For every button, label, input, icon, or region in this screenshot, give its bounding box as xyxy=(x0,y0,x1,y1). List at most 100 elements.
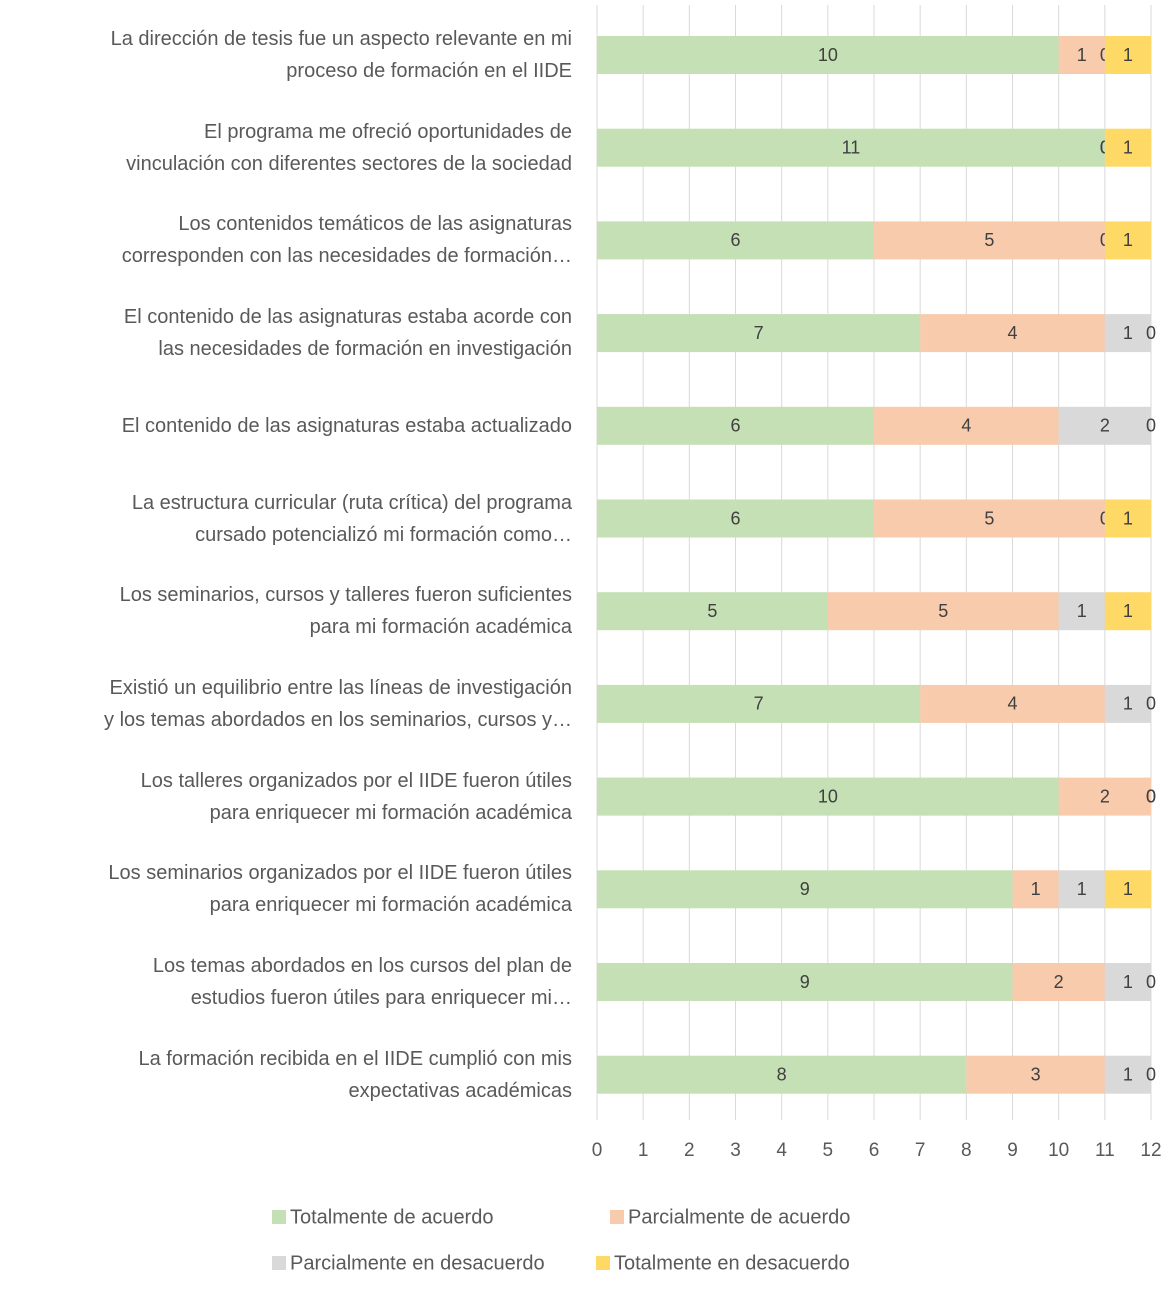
bar-segment xyxy=(1058,406,1151,445)
data-label: 7 xyxy=(754,323,764,343)
x-tick-label: 5 xyxy=(823,1140,834,1161)
bar-segment xyxy=(1104,36,1151,74)
bar-segment xyxy=(597,406,874,445)
bar-segment xyxy=(1012,870,1059,909)
data-label: 9 xyxy=(800,879,810,899)
data-label: 0 xyxy=(1146,694,1156,714)
data-label: 6 xyxy=(730,230,740,250)
category-label: Los contenidos temáticos de las asignatu… xyxy=(121,213,572,268)
bar-segment xyxy=(597,221,874,260)
legend-swatch xyxy=(596,1256,610,1270)
category-label: Los seminarios organizados por el IIDE f… xyxy=(108,862,572,917)
legend-swatch xyxy=(272,1210,286,1224)
category-label: El contenido de las asignaturas estaba a… xyxy=(123,306,572,361)
data-label: 1 xyxy=(1123,972,1133,992)
data-label: 5 xyxy=(938,601,948,621)
category-label: La formación recibida en el IIDE cumplió… xyxy=(138,1047,572,1102)
bar-segment xyxy=(1058,870,1105,909)
data-label: 9 xyxy=(800,972,810,992)
legend-label: Totalmente de acuerdo xyxy=(290,1206,493,1228)
data-label: 4 xyxy=(1007,323,1017,343)
x-tick-label: 8 xyxy=(961,1140,972,1161)
x-tick-label: 10 xyxy=(1048,1140,1069,1161)
bar-segment xyxy=(1104,592,1151,631)
legend-label: Parcialmente en desacuerdo xyxy=(290,1252,545,1274)
bar-segment xyxy=(920,684,1105,723)
data-label: 0 xyxy=(1146,323,1156,343)
data-label: 1 xyxy=(1123,601,1133,621)
data-label: 1 xyxy=(1031,879,1041,899)
bar-segment xyxy=(597,314,921,353)
bar-segment xyxy=(1104,963,1151,1001)
bar-segment xyxy=(1104,1055,1151,1094)
data-label: 1 xyxy=(1123,230,1133,250)
data-label: 7 xyxy=(754,694,764,714)
bar-segment xyxy=(597,1055,967,1094)
bar-segment xyxy=(597,777,1059,816)
data-label: 11 xyxy=(842,137,861,157)
data-label: 1 xyxy=(1123,45,1133,65)
data-label: 0 xyxy=(1146,786,1156,806)
data-label: 2 xyxy=(1100,416,1110,436)
x-tick-label: 11 xyxy=(1095,1140,1115,1161)
data-label: 0 xyxy=(1146,416,1156,436)
data-label: 5 xyxy=(984,508,994,528)
bar-segment xyxy=(1058,36,1105,74)
x-tick-label: 2 xyxy=(684,1140,695,1161)
data-label: 2 xyxy=(1054,972,1064,992)
category-label: Existió un equilibrio entre las líneas d… xyxy=(104,676,572,731)
bar-segment xyxy=(597,592,828,631)
x-tick-label: 7 xyxy=(915,1140,926,1161)
data-label: 4 xyxy=(961,416,971,436)
data-label: 1 xyxy=(1123,137,1133,157)
legend-label: Parcialmente de acuerdo xyxy=(628,1206,850,1228)
bar-segment xyxy=(874,406,1059,445)
bar-segment xyxy=(1012,963,1105,1001)
x-tick-label: 3 xyxy=(730,1140,741,1161)
bar-segment xyxy=(1104,499,1151,538)
bar-segment xyxy=(597,499,874,538)
data-label: 1 xyxy=(1077,45,1087,65)
bar-segment xyxy=(597,870,1013,909)
legend-swatch xyxy=(610,1210,624,1224)
category-label: La estructura curricular (ruta crítica) … xyxy=(131,491,572,546)
data-label: 4 xyxy=(1007,694,1017,714)
legend-label: Totalmente en desacuerdo xyxy=(614,1252,850,1274)
x-tick-label: 4 xyxy=(776,1140,787,1161)
data-label: 1 xyxy=(1123,323,1133,343)
data-label: 5 xyxy=(984,230,994,250)
bar-segment xyxy=(874,499,1105,538)
data-label: 1 xyxy=(1123,879,1133,899)
bar-segment xyxy=(597,963,1013,1001)
bar-segment xyxy=(1104,221,1151,260)
category-label: La dirección de tesis fue un aspecto rel… xyxy=(110,28,572,82)
category-label: Los talleres organizados por el IIDE fue… xyxy=(140,769,572,824)
data-label: 1 xyxy=(1077,879,1087,899)
bar-segment xyxy=(1104,684,1151,723)
bar-segment xyxy=(920,314,1105,353)
x-tick-label: 12 xyxy=(1140,1140,1161,1161)
bar-segment xyxy=(1058,777,1151,816)
bar-segment xyxy=(1058,592,1105,631)
data-label: 0 xyxy=(1146,786,1156,806)
data-label: 0 xyxy=(1146,1064,1156,1084)
bar-segment xyxy=(1104,314,1151,353)
data-label: 5 xyxy=(707,601,717,621)
data-label: 1 xyxy=(1123,1064,1133,1084)
data-label: 2 xyxy=(1100,786,1110,806)
bar-segment xyxy=(597,36,1059,74)
data-label: 1 xyxy=(1123,694,1133,714)
legend-swatch xyxy=(272,1256,286,1270)
bar-segment xyxy=(966,1055,1105,1094)
data-label: 10 xyxy=(818,45,838,65)
data-label: 0 xyxy=(1146,972,1156,992)
category-label: El contenido de las asignaturas estaba a… xyxy=(121,414,572,437)
x-tick-label: 1 xyxy=(638,1140,649,1161)
data-label: 6 xyxy=(730,416,740,436)
data-label: 1 xyxy=(1123,508,1133,528)
x-tick-label: 0 xyxy=(592,1140,603,1161)
data-label: 6 xyxy=(730,508,740,528)
x-tick-label: 6 xyxy=(869,1140,880,1161)
bar-segment xyxy=(1104,870,1151,909)
